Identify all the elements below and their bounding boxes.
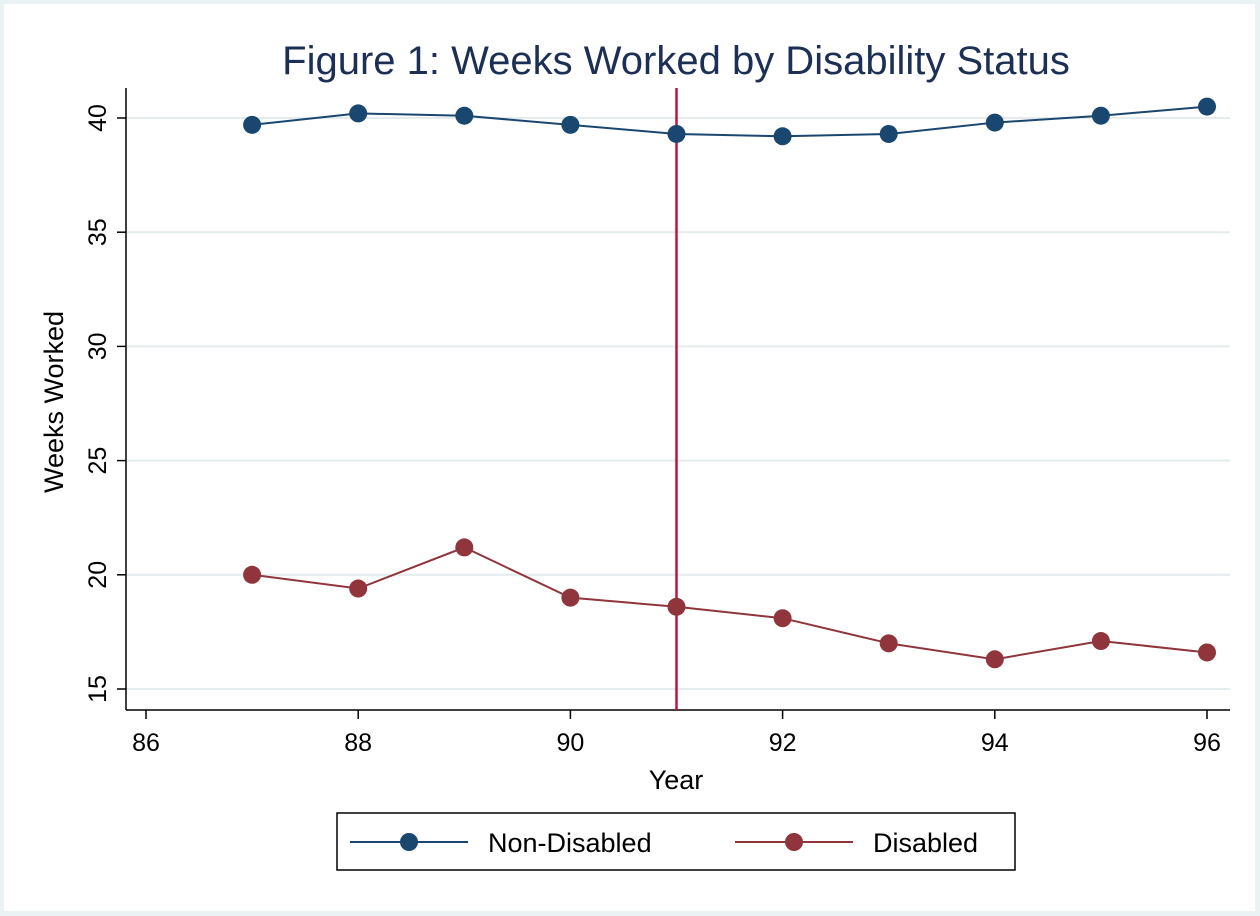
y-tick-label-15: 15 bbox=[84, 675, 112, 703]
point-non-disabled-88 bbox=[349, 104, 368, 123]
x-tick-label-90: 90 bbox=[556, 729, 584, 757]
point-disabled-87 bbox=[243, 565, 262, 584]
point-non-disabled-96 bbox=[1198, 97, 1216, 116]
legend-label-non-disabled: Non-Disabled bbox=[488, 828, 652, 858]
legend-swatch-marker-non-disabled bbox=[400, 833, 418, 851]
y-tick-label-40: 40 bbox=[84, 104, 112, 132]
legend-label-disabled: Disabled bbox=[873, 828, 978, 858]
y-tick-label-25: 25 bbox=[84, 447, 112, 475]
legend: Non-Disabled Disabled bbox=[336, 812, 1016, 871]
point-disabled-94 bbox=[985, 650, 1004, 669]
legend-swatch-marker-disabled bbox=[785, 833, 803, 851]
x-axis-label: Year bbox=[649, 765, 704, 795]
series-line-disabled bbox=[251, 546, 1208, 661]
point-non-disabled-91 bbox=[667, 124, 686, 143]
x-tick-label-96: 96 bbox=[1193, 729, 1221, 757]
point-disabled-88 bbox=[349, 579, 368, 598]
y-tick-label-35: 35 bbox=[84, 218, 112, 246]
point-non-disabled-92 bbox=[773, 127, 792, 146]
y-axis-label: Weeks Worked bbox=[39, 311, 69, 493]
point-non-disabled-89 bbox=[455, 106, 474, 125]
y-tick-label-30: 30 bbox=[84, 332, 112, 360]
point-non-disabled-95 bbox=[1091, 106, 1110, 125]
point-disabled-91 bbox=[667, 597, 686, 616]
x-tick-label-92: 92 bbox=[769, 729, 797, 757]
y-tick-label-20: 20 bbox=[84, 561, 112, 589]
series-line-non-disabled bbox=[251, 105, 1208, 138]
x-tick-label-86: 86 bbox=[132, 729, 160, 757]
x-tick-label-94: 94 bbox=[981, 729, 1009, 757]
point-non-disabled-93 bbox=[879, 124, 898, 143]
point-disabled-95 bbox=[1091, 632, 1110, 651]
axes: 15 20 25 30 35 40 86 88 90 92 94 96 bbox=[84, 88, 1230, 757]
chart-title: Figure 1: Weeks Worked by Disability Sta… bbox=[282, 39, 1070, 83]
point-disabled-89 bbox=[455, 538, 474, 557]
chart-frame: Figure 1: Weeks Worked by Disability Sta… bbox=[4, 4, 1255, 911]
point-non-disabled-94 bbox=[985, 113, 1004, 132]
point-disabled-93 bbox=[879, 634, 898, 653]
line-chart: Figure 1: Weeks Worked by Disability Sta… bbox=[39, 39, 1230, 871]
point-disabled-92 bbox=[773, 609, 792, 628]
point-non-disabled-87 bbox=[243, 115, 262, 134]
point-non-disabled-90 bbox=[561, 115, 580, 134]
series-layer bbox=[243, 97, 1216, 669]
point-disabled-90 bbox=[561, 588, 580, 607]
x-tick-label-88: 88 bbox=[344, 729, 372, 757]
point-disabled-96 bbox=[1198, 643, 1216, 662]
